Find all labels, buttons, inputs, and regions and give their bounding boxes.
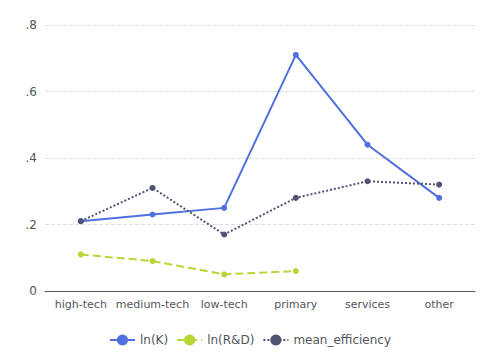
svg-text:0: 0	[29, 284, 37, 298]
svg-text:low-tech: low-tech	[201, 298, 248, 311]
svg-text:high-tech: high-tech	[55, 298, 107, 311]
svg-text:other: other	[425, 298, 455, 311]
svg-text:medium-tech: medium-tech	[116, 298, 189, 311]
svg-text:services: services	[345, 298, 390, 311]
svg-text:primary: primary	[274, 298, 318, 311]
svg-text:.2: .2	[26, 218, 37, 232]
svg-text:.6: .6	[26, 85, 37, 99]
svg-text:.4: .4	[26, 151, 37, 165]
svg-text:.8: .8	[26, 18, 37, 32]
svg-text:ln(K): ln(K)	[140, 333, 168, 347]
svg-text:mean_efficiency: mean_efficiency	[293, 333, 391, 347]
svg-text:ln(R&D): ln(R&D)	[207, 333, 254, 347]
